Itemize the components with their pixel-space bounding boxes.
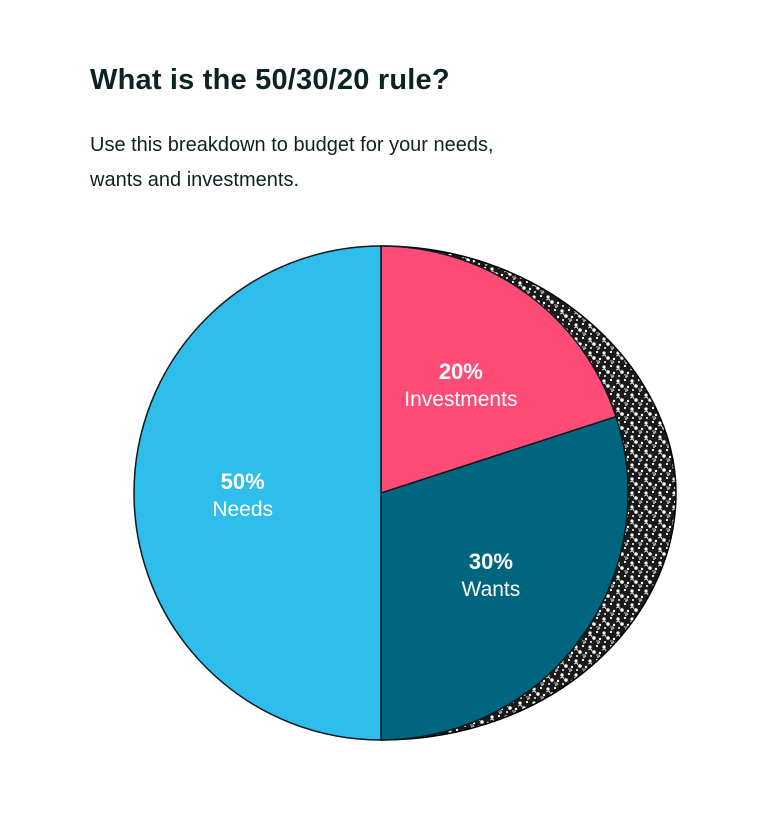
slice-category-label: Investments [404, 388, 517, 411]
pie-slice-needs [133, 245, 382, 741]
pie-slice-investments [380, 245, 617, 495]
slice-percent-label: 30% [469, 549, 513, 574]
slice-category-label: Needs [212, 498, 273, 521]
chart-subtitle: Use this breakdown to budget for your ne… [90, 134, 494, 191]
slice-percent-label: 50% [221, 469, 265, 494]
pie-labels: 20% Investments 30% Wants 50% Needs [212, 359, 520, 601]
slice-percent-label: 20% [439, 359, 483, 384]
pie-slice-wants [380, 415, 629, 741]
slice-category-label: Wants [462, 578, 521, 601]
pie-slices [133, 245, 629, 741]
chart-title: What is the 50/30/20 rule? [90, 64, 450, 96]
